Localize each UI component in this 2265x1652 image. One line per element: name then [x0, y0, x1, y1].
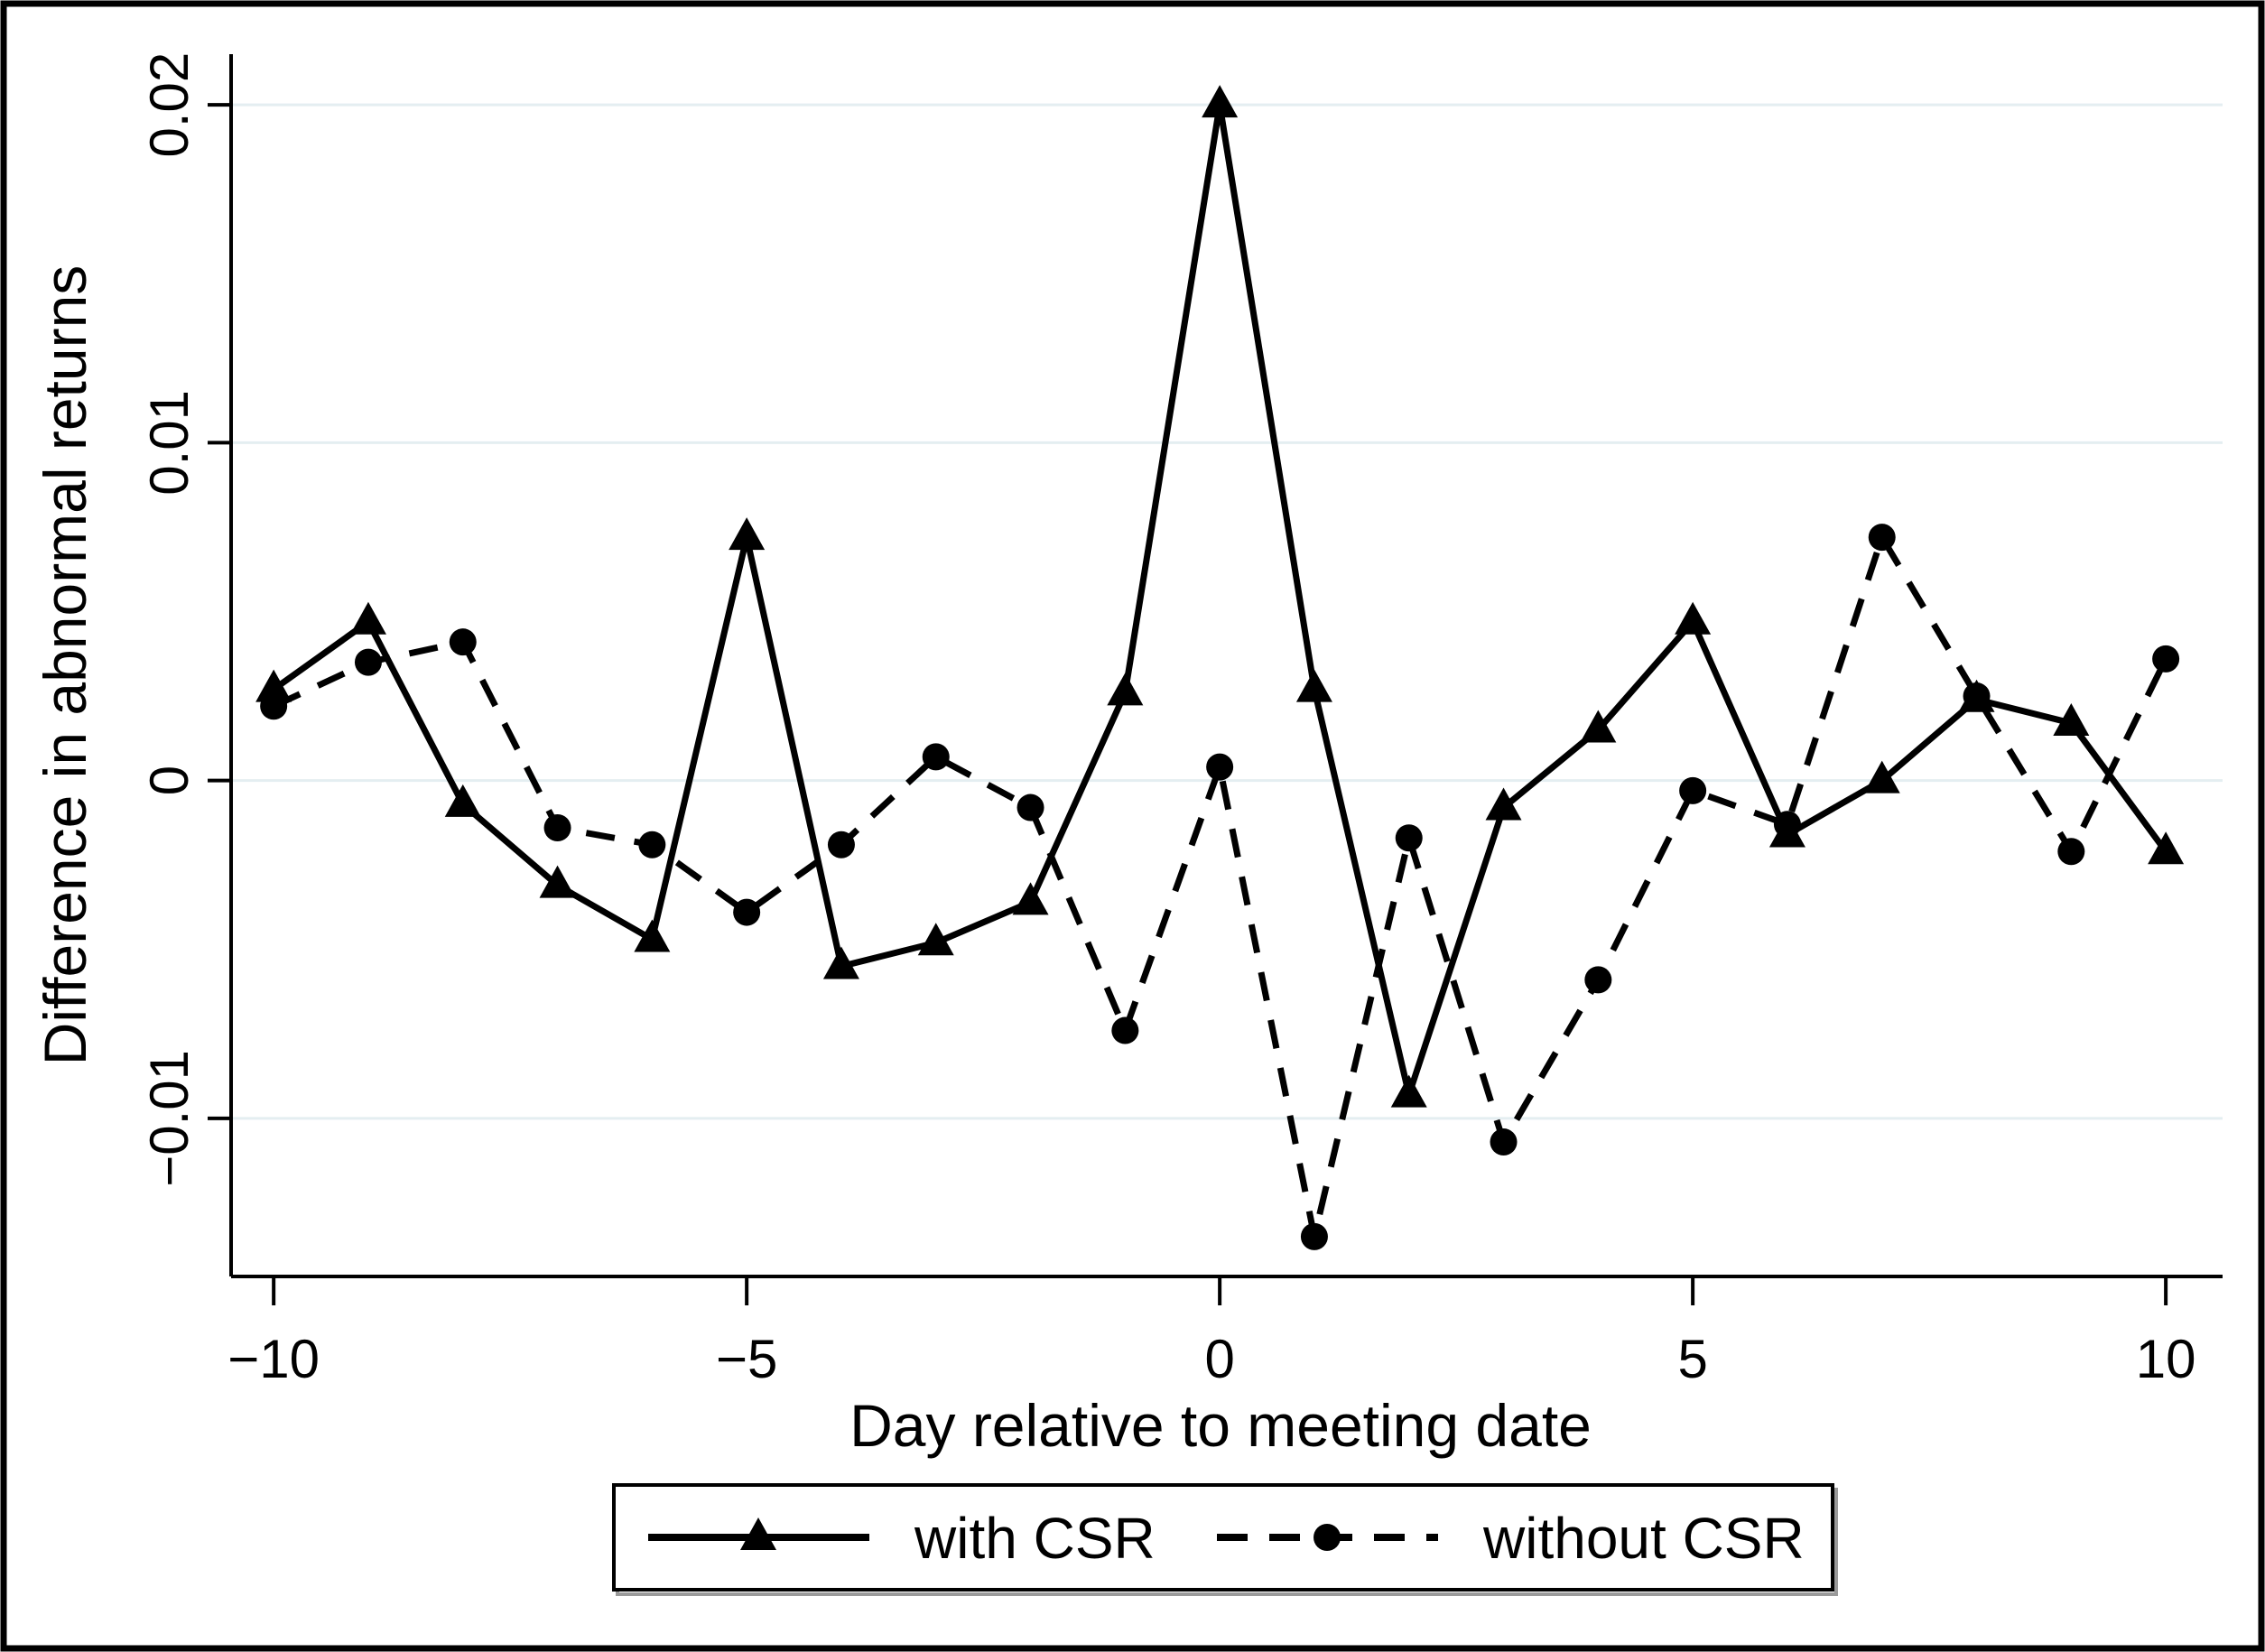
triangle-marker: [740, 1517, 776, 1550]
circle-marker: [354, 648, 382, 676]
triangle-marker: [255, 669, 292, 702]
triangle-marker: [444, 784, 481, 817]
circle-marker: [449, 628, 477, 656]
circle-marker: [1773, 811, 1801, 839]
x-tick-label: 0: [1204, 1329, 1234, 1389]
triangle-marker: [2148, 831, 2185, 865]
y-tick-label: 0: [139, 766, 200, 795]
triangle-marker: [1390, 1074, 1427, 1108]
triangle-marker: [1675, 601, 1712, 635]
circle-marker: [260, 692, 288, 720]
triangle-marker: [2053, 702, 2090, 736]
triangle-marker: [1295, 669, 1332, 702]
circle-marker: [1300, 1222, 1328, 1250]
gridlines: [231, 103, 2223, 1120]
series-without-csr: [260, 524, 2180, 1250]
triangle-marker: [349, 601, 386, 635]
y-axis-title: Difference in abnormal returns: [32, 265, 98, 1066]
triangle-marker: [1485, 787, 1522, 821]
legend-samples: [648, 1517, 1438, 1551]
circle-marker: [922, 743, 950, 771]
series-with-csr: [255, 85, 2185, 1108]
circle-marker: [1016, 794, 1044, 821]
triangle-marker: [1012, 882, 1049, 915]
circle-marker: [1963, 682, 1991, 710]
circle-marker: [638, 831, 666, 858]
circle-marker: [1111, 1016, 1139, 1044]
legend-label-without-csr: without CSR: [1482, 1506, 1805, 1571]
circle-marker: [1395, 824, 1423, 852]
triangle-marker: [1107, 673, 1144, 706]
circle-marker: [733, 898, 761, 926]
x-tick-label: 10: [2136, 1329, 2196, 1389]
y-tick-label: 0.01: [139, 390, 200, 496]
x-tick-label: 5: [1677, 1329, 1707, 1389]
triangle-marker: [917, 923, 954, 956]
triangle-marker: [539, 865, 576, 898]
circle-marker: [1490, 1128, 1518, 1156]
triangle-marker: [729, 517, 766, 551]
x-tick-label: −10: [227, 1329, 320, 1389]
circle-marker: [1868, 524, 1896, 552]
legend: with CSR without CSR: [612, 1483, 1838, 1596]
triangle-marker: [1580, 710, 1617, 743]
solid-line: [272, 104, 2168, 1107]
legend-label-with-csr: with CSR: [914, 1506, 1156, 1571]
tick-labels: 0.02 0.01 0 −0.01 −10 −5 0 5 10: [139, 52, 2195, 1389]
circle-marker: [1584, 966, 1612, 994]
x-axis-title: Day relative to meeting date: [849, 1392, 1592, 1459]
circle-marker: [1679, 776, 1707, 804]
triangle-marker: [634, 919, 671, 952]
circle-marker: [2057, 838, 2085, 866]
x-tick-label: −5: [716, 1329, 777, 1389]
dashed-line: [272, 529, 2169, 1238]
axes: [229, 54, 2223, 1278]
data-series: [255, 85, 2185, 1250]
triangle-marker: [1202, 85, 1239, 118]
triangle-marker: [1863, 760, 1900, 794]
triangle-marker: [822, 946, 859, 979]
circle-marker: [1206, 753, 1234, 781]
circle-marker: [2152, 645, 2180, 673]
circle-marker: [1314, 1524, 1341, 1551]
circle-marker: [827, 831, 855, 858]
circle-marker: [543, 814, 571, 842]
y-tick-label: −0.01: [139, 1050, 200, 1187]
y-tick-label: 0.02: [139, 52, 200, 158]
